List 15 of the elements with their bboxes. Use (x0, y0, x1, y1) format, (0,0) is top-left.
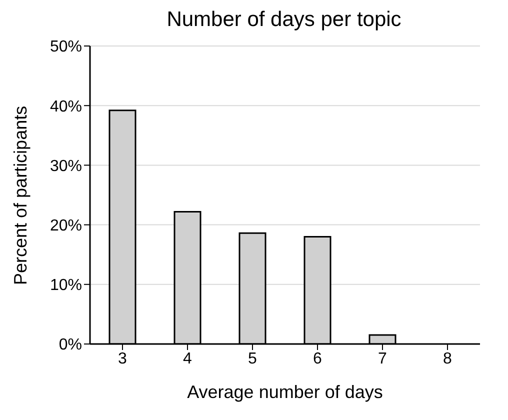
chart-title: Number of days per topic (166, 8, 402, 33)
x-tick-label: 8 (443, 350, 452, 368)
x-tick-label: 6 (313, 350, 322, 368)
x-tick-label: 7 (378, 350, 388, 368)
x-tick-label: 3 (118, 350, 128, 368)
x-tick-label: 5 (248, 350, 258, 368)
x-axis-title: Average number of days (187, 382, 383, 402)
y-axis-title: Percent of participants (10, 106, 30, 285)
y-tick-label: 20% (50, 217, 82, 234)
y-tick-label: 30% (50, 158, 82, 175)
y-tick-label: 50% (50, 38, 82, 56)
y-tick-label: 10% (50, 277, 82, 294)
x-tick-label: 4 (183, 350, 192, 368)
y-tick-label: 40% (50, 98, 82, 116)
y-tick-label: 0% (58, 336, 82, 354)
